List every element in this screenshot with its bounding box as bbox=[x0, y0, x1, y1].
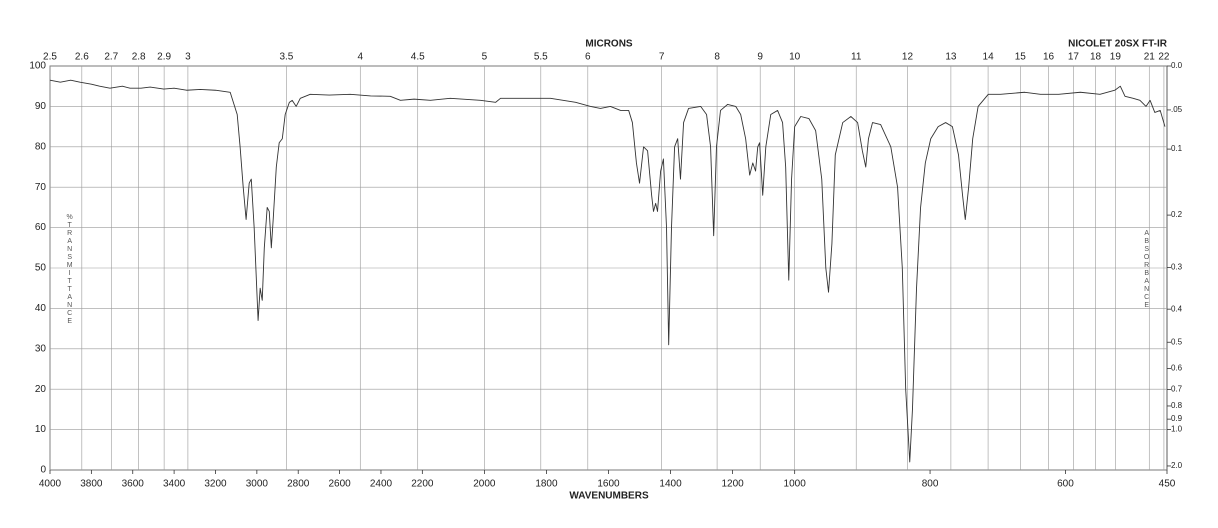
x-tick-label: 4000 bbox=[39, 479, 62, 490]
micron-tick-label: 12 bbox=[902, 52, 914, 63]
micron-tick-label: 15 bbox=[1015, 52, 1027, 63]
y-tick-label: 0 bbox=[40, 465, 46, 476]
x-tick-label: 800 bbox=[922, 479, 939, 490]
x-tick-label: 1600 bbox=[597, 479, 620, 490]
x-axis-label: WAVENUMBERS bbox=[569, 491, 649, 502]
micron-tick-label: 22 bbox=[1158, 52, 1170, 63]
micron-tick-label: 7 bbox=[659, 52, 665, 63]
spectrum-line bbox=[49, 79, 1166, 463]
x-tick-label: 3400 bbox=[163, 479, 186, 490]
micron-tick-label: 18 bbox=[1090, 52, 1102, 63]
micron-tick-label: 10 bbox=[789, 52, 801, 63]
micron-tick-label: 2.9 bbox=[157, 52, 171, 63]
micron-tick-label: 8 bbox=[714, 52, 720, 63]
y2-tick-label: 0.9 bbox=[1171, 414, 1183, 423]
x-tick-label: 3600 bbox=[122, 479, 145, 490]
y2-tick-label: 2.0 bbox=[1171, 461, 1183, 470]
micron-tick-label: 2.7 bbox=[104, 52, 118, 63]
micron-tick-label: 5.5 bbox=[534, 52, 548, 63]
micron-tick-label: 21 bbox=[1144, 52, 1156, 63]
x-tick-label: 1800 bbox=[535, 479, 558, 490]
micron-tick-label: 16 bbox=[1043, 52, 1055, 63]
y2-tick-label: 0.5 bbox=[1171, 337, 1183, 346]
x-tick-label: 600 bbox=[1057, 479, 1074, 490]
x-tick-label: 3200 bbox=[204, 479, 227, 490]
micron-tick-label: 11 bbox=[851, 52, 862, 63]
micron-tick-label: 19 bbox=[1110, 52, 1122, 63]
y2-tick-label: 0.6 bbox=[1171, 364, 1183, 373]
x-tick-label: 1000 bbox=[784, 479, 807, 490]
y2-tick-label: 0.1 bbox=[1171, 144, 1183, 153]
micron-tick-label: 4.5 bbox=[411, 52, 425, 63]
micron-tick-label: 3.5 bbox=[279, 52, 293, 63]
y2-tick-label: 0.4 bbox=[1171, 304, 1183, 313]
y2-tick-label: 0.0 bbox=[1171, 61, 1183, 70]
y-tick-label: 20 bbox=[35, 384, 47, 395]
x-tick-label: 2000 bbox=[473, 479, 496, 490]
micron-tick-label: 2.8 bbox=[132, 52, 146, 63]
x-tick-label: 2200 bbox=[411, 479, 434, 490]
micron-tick-label: 2.5 bbox=[43, 52, 57, 63]
y-tick-label: 70 bbox=[35, 182, 47, 193]
x-tick-label: 2800 bbox=[287, 479, 310, 490]
micron-tick-label: 6 bbox=[585, 52, 591, 63]
chart-title: MICRONS bbox=[585, 39, 633, 50]
micron-tick-label: 13 bbox=[945, 52, 957, 63]
x-tick-label: 1400 bbox=[659, 479, 682, 490]
y2-tick-label: 1.0 bbox=[1171, 425, 1183, 434]
micron-tick-label: 14 bbox=[983, 52, 995, 63]
x-tick-label: 1200 bbox=[721, 479, 744, 490]
y-tick-label: 60 bbox=[35, 222, 47, 233]
instrument-label: NICOLET 20SX FT-IR bbox=[1068, 39, 1168, 50]
x-tick-label: 2400 bbox=[370, 479, 393, 490]
y2-tick-label: .05 bbox=[1171, 105, 1183, 114]
micron-tick-label: 5 bbox=[482, 52, 488, 63]
y-tick-label: 50 bbox=[35, 263, 47, 274]
y-tick-label: 80 bbox=[35, 141, 47, 152]
y2-tick-label: 0.3 bbox=[1171, 263, 1183, 272]
y2-tick-label: 0.8 bbox=[1171, 401, 1183, 410]
y2-tick-label: 0.2 bbox=[1171, 210, 1183, 219]
y2-axis-label: ABSORBANCE bbox=[1143, 230, 1150, 310]
x-tick-label: 3800 bbox=[80, 479, 103, 490]
micron-tick-label: 4 bbox=[357, 52, 363, 63]
micron-tick-label: 2.6 bbox=[75, 52, 89, 63]
y-tick-label: 30 bbox=[35, 343, 47, 354]
micron-tick-label: 17 bbox=[1068, 52, 1080, 63]
x-tick-label: 450 bbox=[1159, 479, 1176, 490]
y-tick-label: 40 bbox=[35, 303, 47, 314]
y-axis-label: %TRANSMITTANCE bbox=[66, 214, 73, 326]
y-tick-label: 90 bbox=[35, 101, 47, 112]
x-tick-label: 2600 bbox=[328, 479, 351, 490]
micron-tick-label: 9 bbox=[757, 52, 763, 63]
y-tick-label: 10 bbox=[35, 424, 47, 435]
micron-tick-label: 3 bbox=[185, 52, 191, 63]
y-tick-label: 100 bbox=[29, 61, 46, 72]
x-tick-label: 3000 bbox=[246, 479, 269, 490]
y2-tick-label: 0.7 bbox=[1171, 385, 1183, 394]
